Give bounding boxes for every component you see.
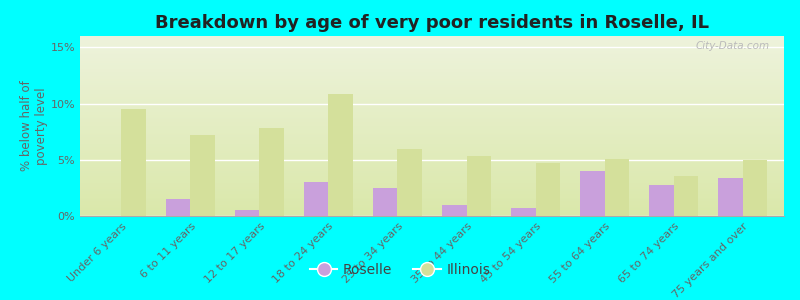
Bar bbox=[466, 156, 490, 216]
Bar bbox=[166, 199, 190, 216]
Bar bbox=[742, 160, 766, 216]
Y-axis label: % below half of
poverty level: % below half of poverty level bbox=[20, 81, 48, 171]
Bar bbox=[650, 184, 674, 216]
Bar bbox=[122, 109, 146, 216]
Bar bbox=[674, 176, 698, 216]
Bar bbox=[605, 159, 629, 216]
Bar bbox=[535, 163, 560, 216]
Bar bbox=[304, 182, 329, 216]
Bar bbox=[718, 178, 742, 216]
Bar bbox=[259, 128, 284, 216]
Legend: Roselle, Illinois: Roselle, Illinois bbox=[304, 258, 496, 283]
Text: City-Data.com: City-Data.com bbox=[696, 41, 770, 51]
Bar bbox=[235, 210, 259, 216]
Bar bbox=[398, 148, 422, 216]
Bar bbox=[511, 208, 535, 216]
Bar bbox=[190, 135, 214, 216]
Bar bbox=[329, 94, 353, 216]
Bar bbox=[442, 205, 466, 216]
Title: Breakdown by age of very poor residents in Roselle, IL: Breakdown by age of very poor residents … bbox=[155, 14, 709, 32]
Bar bbox=[374, 188, 398, 216]
Bar bbox=[580, 171, 605, 216]
